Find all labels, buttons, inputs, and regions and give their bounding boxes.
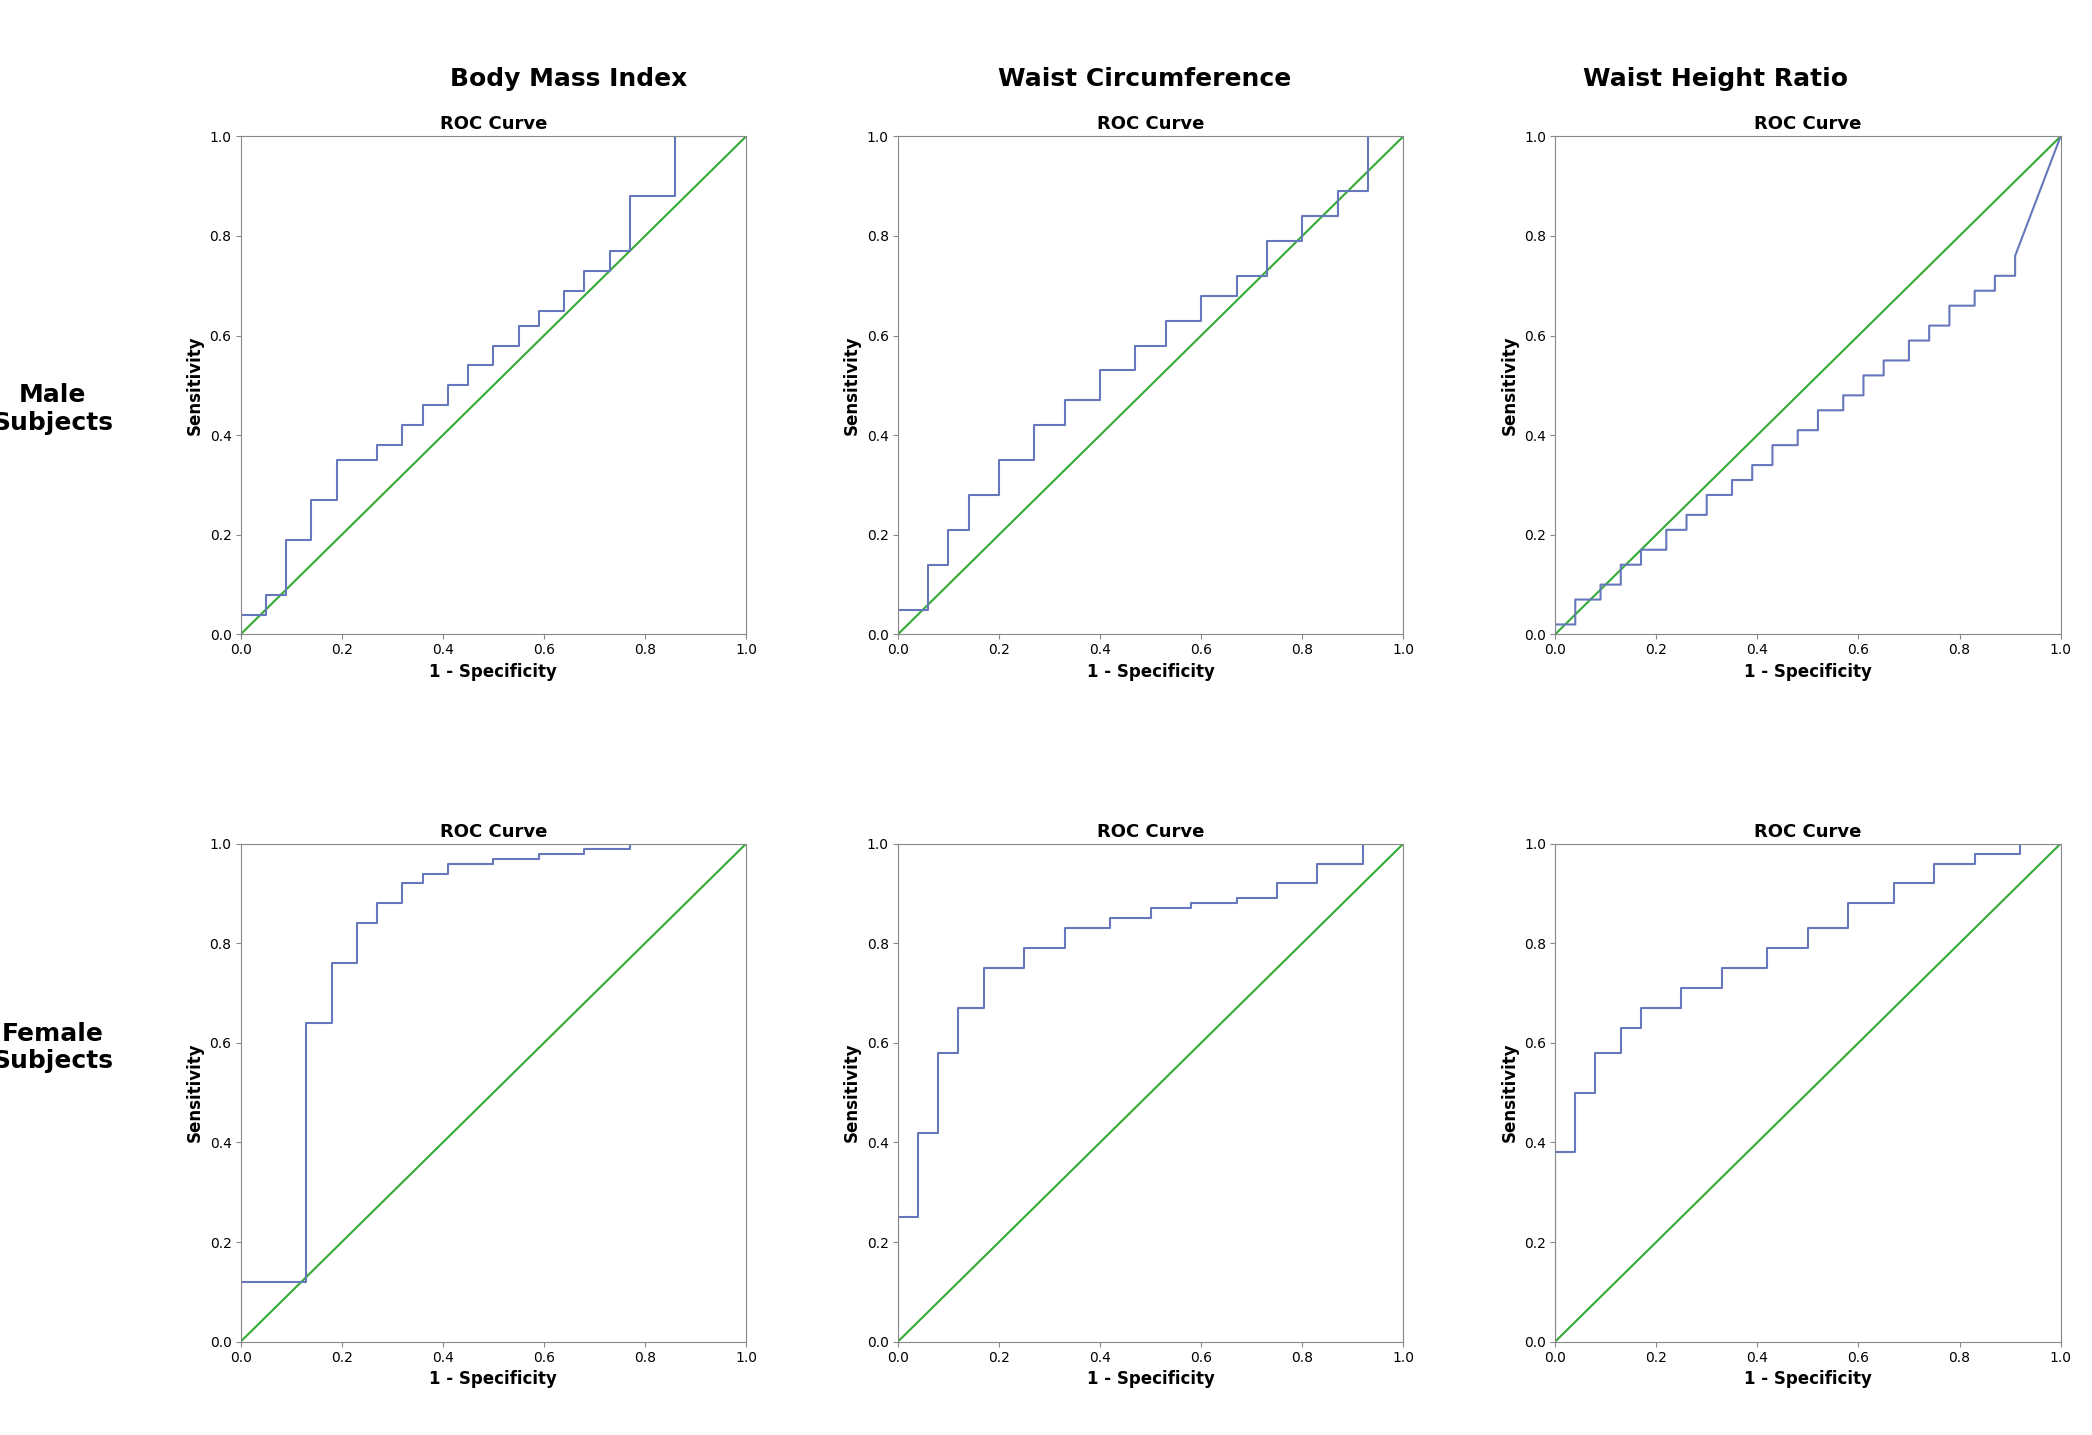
Title: ROC Curve: ROC Curve [1755,822,1862,841]
Y-axis label: Sensitivity: Sensitivity [1500,336,1519,435]
Title: ROC Curve: ROC Curve [439,115,546,133]
Y-axis label: Sensitivity: Sensitivity [186,336,205,435]
Text: Body Mass Index: Body Mass Index [450,67,688,90]
Title: ROC Curve: ROC Curve [1096,115,1205,133]
Title: ROC Curve: ROC Curve [439,822,546,841]
Y-axis label: Sensitivity: Sensitivity [186,1043,205,1142]
X-axis label: 1 - Specificity: 1 - Specificity [1745,1370,1872,1388]
Y-axis label: Sensitivity: Sensitivity [1500,1043,1519,1142]
Text: Female
Subjects: Female Subjects [0,1022,113,1073]
Y-axis label: Sensitivity: Sensitivity [843,1043,862,1142]
X-axis label: 1 - Specificity: 1 - Specificity [1086,663,1215,682]
X-axis label: 1 - Specificity: 1 - Specificity [429,1370,556,1388]
Y-axis label: Sensitivity: Sensitivity [843,336,862,435]
Text: Male
Subjects: Male Subjects [0,383,113,435]
X-axis label: 1 - Specificity: 1 - Specificity [1745,663,1872,682]
Title: ROC Curve: ROC Curve [1755,115,1862,133]
X-axis label: 1 - Specificity: 1 - Specificity [429,663,556,682]
Title: ROC Curve: ROC Curve [1096,822,1205,841]
X-axis label: 1 - Specificity: 1 - Specificity [1086,1370,1215,1388]
Text: Waist Circumference: Waist Circumference [998,67,1291,90]
Text: Waist Height Ratio: Waist Height Ratio [1584,67,1847,90]
